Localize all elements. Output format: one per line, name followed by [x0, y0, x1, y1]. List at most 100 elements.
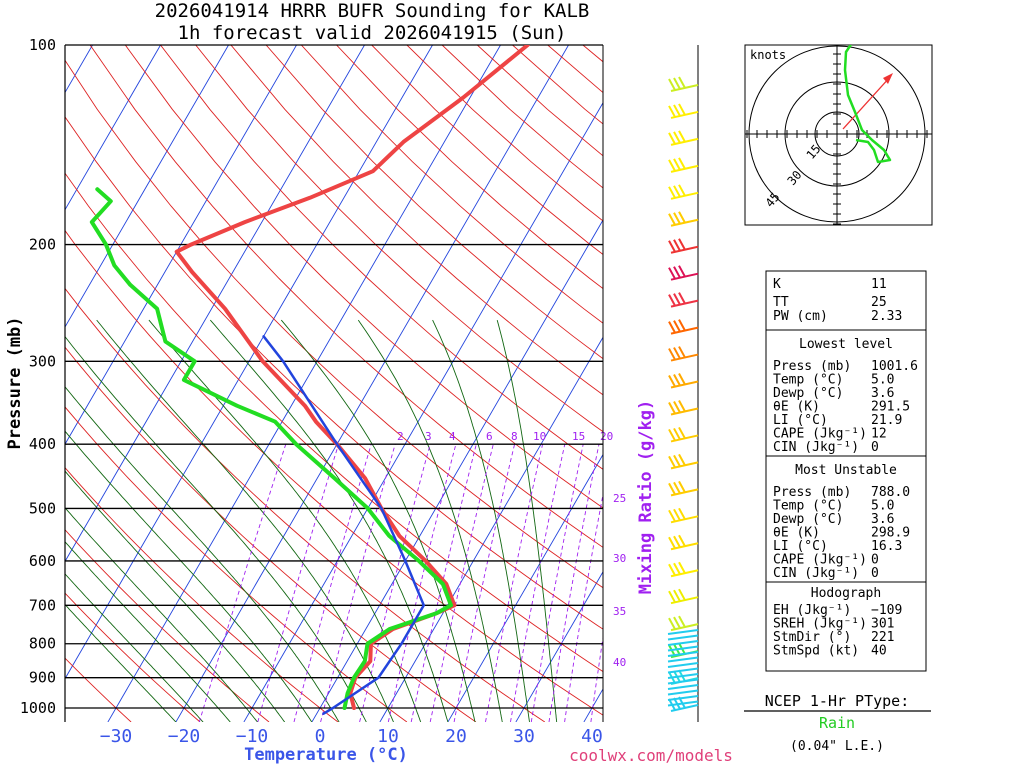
param-label: Press (mb)	[773, 485, 851, 500]
wind-barb-feather	[668, 267, 676, 280]
mix-label: 4	[449, 430, 456, 443]
isotherm	[65, 45, 161, 211]
y-axis-label: Pressure (mb)	[5, 316, 25, 449]
mixing-ratio-line	[257, 444, 340, 722]
title-line-2: 1h forecast valid 2026041915 (Sun)	[178, 22, 567, 44]
moist-adiabat	[496, 319, 558, 722]
param-value: 291.5	[871, 400, 910, 415]
wind-barb	[667, 634, 699, 641]
storm-motion-arrowhead	[883, 73, 893, 84]
param-label: θE (K)	[773, 400, 820, 415]
param-label: Temp (°C)	[773, 499, 843, 514]
credit: coolwx.com/models	[569, 746, 733, 765]
param-value: 3.6	[871, 512, 894, 527]
param-value: 40	[871, 644, 887, 659]
ptype-le: (0.04" L.E.)	[790, 739, 884, 754]
wind-barb-feather	[678, 561, 686, 574]
param-label: StmSpd (kt)	[773, 644, 859, 659]
wind-barb-feather	[668, 455, 676, 468]
wind-barb-feather	[668, 321, 676, 334]
theta-e-label: 35	[613, 605, 626, 618]
pressure-tick-label: 200	[29, 236, 56, 254]
tt-label: TT	[773, 295, 789, 310]
wind-barb-feather	[668, 428, 676, 441]
mixing-ratio-line	[548, 444, 600, 722]
wind-barb-feather	[678, 399, 686, 412]
dry-adiabat	[65, 172, 603, 673]
temp-tick-label: 10	[377, 726, 399, 747]
pressure-tick-label: 1000	[20, 699, 56, 717]
dry-adiabat	[300, 45, 603, 324]
wind-barb-feather	[668, 213, 676, 226]
moist-adiabat	[65, 430, 313, 722]
k-value: 11	[871, 277, 887, 292]
wind-barb-feather	[668, 509, 676, 522]
temp-tick-label: −10	[236, 726, 269, 747]
wind-barb-feather	[673, 400, 681, 413]
parameter-table: K 11 TT 25 PW (cm) 2.33 Lowest level Pre…	[765, 270, 927, 672]
wind-barb-feather	[673, 185, 681, 198]
tt-value: 25	[871, 295, 887, 310]
isotherm	[107, 45, 501, 722]
wind-barb	[667, 673, 699, 679]
lowest-level-rows: Press (mb) 1001.6 Temp (°C) 5.0 Dewp (°C) 3.6…	[773, 359, 918, 455]
mixing-ratio-line	[590, 634, 603, 722]
dry-adiabat	[89, 45, 603, 548]
wind-barb	[667, 678, 699, 685]
dry-adiabat	[160, 45, 603, 470]
wind-barb-feather	[678, 453, 686, 466]
dry-adiabat	[65, 346, 477, 722]
mixing-ratio-line	[530, 444, 584, 722]
dry-adiabat	[441, 45, 603, 189]
dry-adiabat	[230, 45, 603, 396]
wind-barb-feather	[673, 131, 681, 144]
storm-motion-vector	[842, 76, 891, 130]
wind-barb-feather	[678, 184, 686, 197]
isotherm	[379, 336, 603, 722]
dry-adiabat	[65, 406, 408, 722]
isobars	[65, 44, 603, 709]
wind-barb	[667, 700, 699, 707]
mix-label: 20	[600, 430, 613, 443]
param-value: 298.9	[871, 526, 910, 541]
temp-tick-label: 40	[581, 726, 603, 747]
param-label: LI (°C)	[773, 413, 828, 428]
title-line-1: 2026041914 HRRR BUFR Sounding for KALB	[155, 0, 590, 22]
wind-barb-feather	[678, 76, 686, 89]
pressure-tick-label: 800	[29, 635, 56, 653]
dry-adiabat	[65, 287, 546, 722]
dry-adiabat	[65, 657, 132, 722]
wind-barb	[667, 662, 699, 668]
dewpoint-profile	[89, 187, 453, 710]
dry-adiabat	[65, 116, 603, 630]
dry-adiabat	[65, 59, 603, 589]
isotherm	[515, 570, 603, 722]
dry-adiabat	[65, 592, 201, 722]
wind-barb-feather	[673, 293, 681, 306]
wind-barb-feather	[668, 536, 676, 549]
param-label: Temp (°C)	[773, 373, 843, 388]
param-label: SREH (Jkg⁻¹)	[773, 617, 867, 632]
isotherm	[311, 219, 603, 722]
theta-e-label: 25	[613, 492, 626, 505]
param-value: 301	[871, 617, 894, 632]
wind-barb-feather	[678, 130, 686, 143]
wind-barb-feather	[678, 211, 686, 224]
ptype-value: Rain	[819, 714, 855, 732]
wind-barb	[667, 667, 699, 674]
wind-barb-feather	[678, 238, 686, 251]
wind-barb-feather	[678, 534, 686, 547]
hodograph-units: knots	[750, 48, 786, 62]
moist-adiabat	[280, 319, 476, 722]
mix-label: 15	[572, 430, 585, 443]
mix-label: 10	[533, 430, 546, 443]
isotherm	[65, 45, 229, 328]
moist-adiabat	[65, 470, 286, 722]
mixing-ratio-line	[564, 492, 603, 722]
temp-tick-label: −30	[100, 726, 133, 747]
most-unstable-title: Most Unstable	[795, 463, 897, 478]
ptype-box: NCEP 1-Hr PType: Rain (0.04" L.E.)	[744, 692, 931, 754]
param-label: Dewp (°C)	[773, 512, 843, 527]
isotherm	[65, 45, 297, 446]
